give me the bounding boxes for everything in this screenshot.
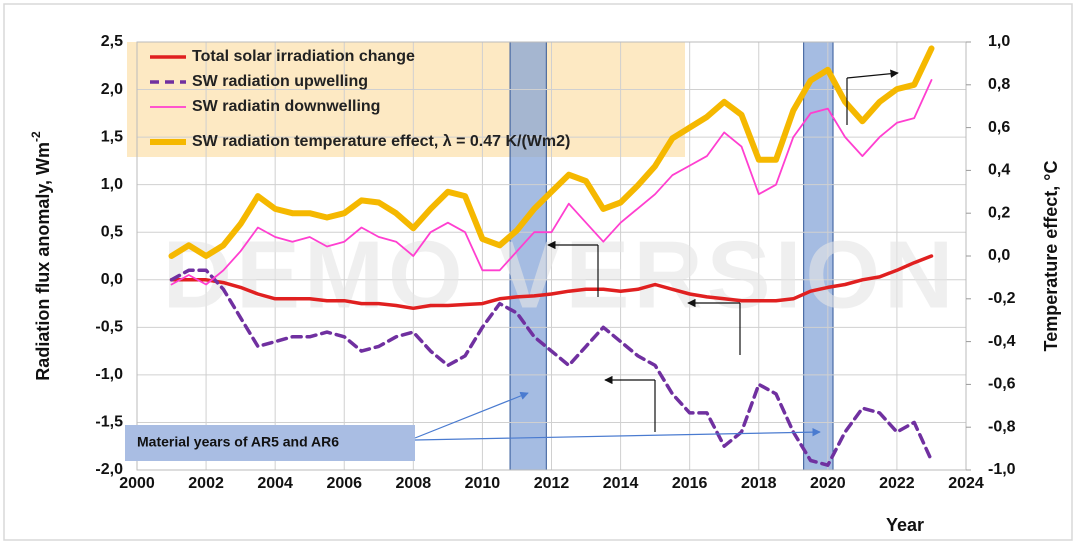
legend-label: SW radiatin downwelling <box>192 98 380 115</box>
x-tick-label: 2006 <box>326 475 362 492</box>
y-tick-label: -2,0 <box>95 461 123 478</box>
y2-tick-label: -0,2 <box>988 290 1016 307</box>
x-tick-label: 2014 <box>603 475 639 492</box>
legend-label: Total solar irradiation change <box>192 48 415 65</box>
x-axis-title: Year <box>886 515 924 535</box>
x-tick-label: 2016 <box>672 475 708 492</box>
y-tick-label: 2,5 <box>101 33 123 50</box>
x-tick-label: 2010 <box>465 475 501 492</box>
y-axis-title-superscript: -2 <box>29 131 43 142</box>
axis-arrows <box>547 69 899 432</box>
y-tick-label: -0,5 <box>95 319 123 336</box>
ticks: -2,0 -1,5 -1,0 -0,5 0,0 0,5 1,0 1,5 2,0 2,5 -1,0 -0… <box>95 33 1015 492</box>
lines <box>168 45 935 467</box>
y-axis-title-text: Radiation flux anomaly, Wm <box>33 142 53 381</box>
annotation-arrow <box>414 391 529 439</box>
legend: Total solar irradiation change SW radiati… <box>150 48 570 150</box>
y2-tick-label: 0,2 <box>988 204 1010 221</box>
y-tick-label: 2,0 <box>101 81 123 98</box>
y2-tick-label: -0,8 <box>988 418 1016 435</box>
x-tick-label: 2008 <box>396 475 432 492</box>
x-tick-label: 2020 <box>810 475 846 492</box>
y2-tick-label: 0,4 <box>988 162 1010 179</box>
watermark: DEMO VERSION <box>163 221 958 328</box>
x-tick-label: 2024 <box>948 475 984 492</box>
legend-background <box>127 42 685 157</box>
annotation: Material years of AR5 and AR6 <box>137 434 339 450</box>
y2-tick-label: -0,6 <box>988 376 1016 393</box>
y2-axis-title: Temperature effect, °C <box>1041 161 1061 352</box>
y-tick-label: 0,0 <box>101 271 123 288</box>
annotation-box <box>125 425 415 461</box>
x-tick-label: 2018 <box>741 475 777 492</box>
y-tick-label: -1,5 <box>95 414 123 431</box>
y2-tick-label: 0,0 <box>988 247 1010 264</box>
y2-tick-label: -1,0 <box>988 461 1016 478</box>
x-tick-label: 2002 <box>188 475 224 492</box>
y2-tick-label: 1,0 <box>988 33 1010 50</box>
x-tick-label: 2022 <box>879 475 915 492</box>
x-tick-label: 2000 <box>119 475 155 492</box>
x-tick-label: 2004 <box>257 475 293 492</box>
y-axis-title: Radiation flux anomaly, Wm-2 <box>29 131 53 381</box>
series-line <box>169 268 934 467</box>
y-tick-label: 0,5 <box>101 223 123 240</box>
legend-label: SW radiation upwelling <box>192 73 368 90</box>
x-tick-label: 2012 <box>534 475 570 492</box>
series-line <box>169 254 934 311</box>
legend-label: SW radiation temperature effect, λ = 0.4… <box>192 133 570 150</box>
series-line <box>170 79 933 286</box>
y2-tick-label: -0,4 <box>988 333 1016 350</box>
y2-tick-label: 0,6 <box>988 119 1010 136</box>
y-tick-label: -1,0 <box>95 366 123 383</box>
annotation-arrow <box>414 427 821 441</box>
series-line <box>168 45 935 259</box>
y-tick-label: 1,5 <box>101 128 123 145</box>
y-tick-label: 1,0 <box>101 176 123 193</box>
y2-tick-label: 0,8 <box>988 76 1010 93</box>
